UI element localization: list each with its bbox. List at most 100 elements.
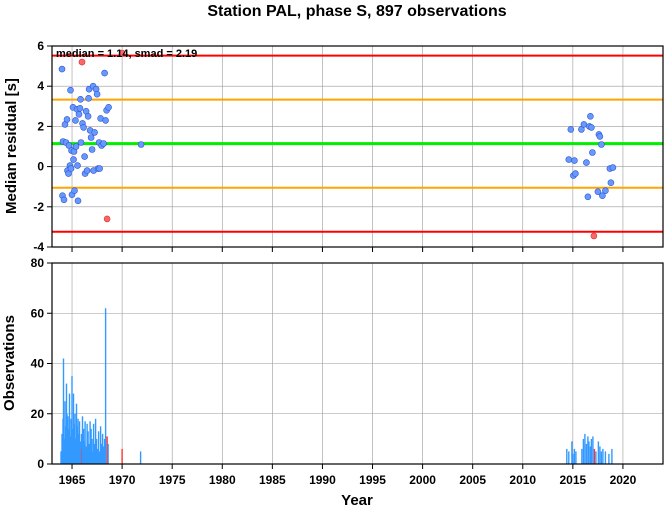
residual-point	[67, 165, 75, 172]
observation-bar	[602, 448, 604, 464]
residual-point	[571, 157, 578, 164]
observation-bar	[104, 308, 107, 464]
observation-bar	[595, 451, 597, 464]
observation-bar	[604, 451, 607, 464]
observation-bar	[608, 453, 610, 464]
residual-point	[63, 116, 71, 123]
outlier-point	[78, 58, 86, 66]
residual-point	[85, 95, 92, 102]
residual-points	[58, 49, 617, 240]
observations-panel: 0 20 40 60 80 1965 1970 1975 1980 1985 1990 1995 20…	[1, 256, 664, 509]
observation-bar	[89, 421, 91, 464]
observation-bar	[597, 441, 600, 464]
outlier-point	[118, 49, 126, 57]
x-tick-label: 1965	[59, 473, 86, 487]
observation-bar	[99, 426, 102, 464]
residual-point	[60, 196, 68, 204]
observation-bar	[79, 441, 82, 464]
observation-bar	[88, 443, 90, 464]
observation-bar	[588, 441, 590, 464]
observation-bar	[566, 448, 568, 464]
observation-bar	[95, 438, 98, 464]
y-tick-label: 4	[37, 79, 44, 93]
observation-bar	[592, 436, 594, 464]
residual-point	[565, 156, 573, 163]
observation-bar	[74, 438, 77, 464]
x-tick-label: 2010	[509, 473, 536, 487]
observation-bar	[71, 376, 73, 464]
year-x-axis-label: Year	[341, 492, 373, 509]
residual-point	[80, 124, 87, 131]
observation-bar	[585, 443, 588, 464]
outlier-bar	[593, 448, 596, 464]
observation-bar	[71, 428, 74, 464]
observation-bar	[97, 431, 100, 464]
residual-panel: median = 1.14, smad = 2.19 -4 -2 0 2 4 6 Medi…	[3, 39, 664, 254]
observation-bar	[568, 451, 570, 464]
x-tick-label: 1995	[359, 473, 386, 487]
outlier-bar	[106, 436, 108, 464]
residual-point	[91, 129, 98, 136]
observation-bar	[69, 436, 71, 464]
observations-y-axis-label: Observations	[1, 315, 18, 411]
x-tick-label: 1970	[109, 473, 136, 487]
observation-bar	[68, 393, 71, 464]
x-tick-label: 1990	[309, 473, 336, 487]
observations-y-ticks: 0 20 40 60 80	[31, 256, 52, 471]
residual-point	[88, 146, 96, 153]
y-tick-label: 2	[37, 119, 44, 133]
observation-bar	[572, 453, 574, 464]
observation-bar	[587, 436, 589, 464]
observation-bar	[582, 438, 585, 464]
residual-point	[77, 96, 84, 103]
observation-bar	[107, 443, 109, 464]
x-tick-label: 1975	[159, 473, 186, 487]
observation-bar	[590, 438, 593, 464]
observation-bar	[102, 446, 105, 464]
residual-point	[105, 104, 112, 111]
residual-point	[598, 141, 605, 148]
observation-bar	[575, 451, 577, 464]
observation-bar	[60, 451, 62, 464]
residual-point	[580, 121, 588, 128]
residual-y-axis-label: Median residual [s]	[3, 78, 20, 214]
observation-bar	[86, 423, 88, 464]
residual-point	[75, 111, 83, 118]
observation-bar	[599, 446, 601, 464]
residual-point	[87, 134, 95, 141]
observation-bar	[573, 448, 576, 464]
y-tick-label: 6	[37, 39, 44, 53]
residual-point	[76, 105, 84, 112]
y-tick-label: 0	[37, 457, 44, 471]
residual-point	[607, 179, 615, 186]
residual-point	[102, 117, 109, 124]
y-tick-label: 40	[31, 357, 45, 371]
observation-bar	[85, 446, 87, 464]
observation-bar	[64, 426, 67, 464]
residual-point	[72, 117, 79, 124]
observation-bar	[91, 451, 94, 464]
observation-bar	[139, 451, 142, 464]
y-tick-label: -2	[33, 200, 44, 214]
residual-point	[567, 126, 575, 133]
y-tick-label: 60	[31, 306, 45, 320]
observation-bar	[78, 421, 81, 464]
observation-bar	[93, 443, 96, 464]
residual-point	[67, 86, 74, 94]
residual-point	[93, 90, 101, 98]
residual-point	[74, 197, 82, 205]
observation-bar	[98, 451, 101, 464]
residual-point	[602, 187, 609, 194]
residual-point	[587, 113, 594, 120]
outlier-point	[103, 215, 111, 223]
observation-bar	[77, 418, 79, 464]
x-tick-label: 1985	[259, 473, 286, 487]
median-smad-annotation: median = 1.14, smad = 2.19	[56, 48, 197, 60]
residual-point	[599, 192, 606, 199]
observation-bar	[81, 416, 84, 464]
residual-point	[594, 188, 602, 195]
residual-point	[609, 164, 617, 171]
residual-plot-area	[52, 46, 663, 247]
residual-point	[58, 65, 66, 73]
residual-x-ticks	[71, 247, 624, 252]
